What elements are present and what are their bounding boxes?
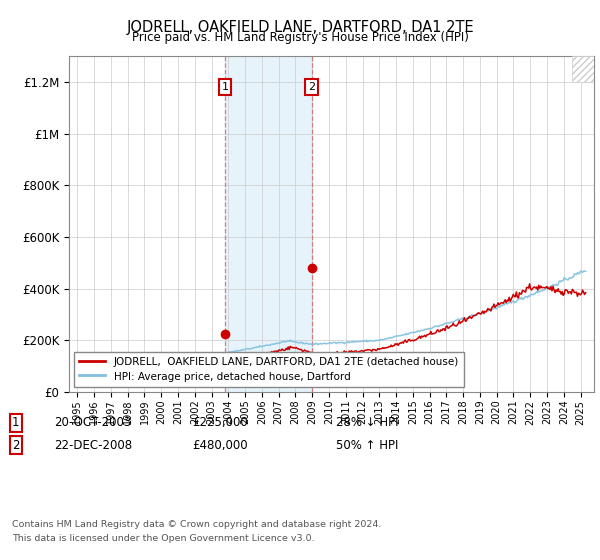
Text: 2: 2 <box>12 438 19 452</box>
Text: 20-OCT-2003: 20-OCT-2003 <box>54 416 131 430</box>
Text: Contains HM Land Registry data © Crown copyright and database right 2024.: Contains HM Land Registry data © Crown c… <box>12 520 382 529</box>
Text: 2: 2 <box>308 82 315 92</box>
Text: 28% ↓ HPI: 28% ↓ HPI <box>336 416 398 430</box>
Text: 50% ↑ HPI: 50% ↑ HPI <box>336 438 398 452</box>
Text: 22-DEC-2008: 22-DEC-2008 <box>54 438 132 452</box>
Text: This data is licensed under the Open Government Licence v3.0.: This data is licensed under the Open Gov… <box>12 534 314 543</box>
Text: JODRELL, OAKFIELD LANE, DARTFORD, DA1 2TE: JODRELL, OAKFIELD LANE, DARTFORD, DA1 2T… <box>126 20 474 35</box>
Text: 1: 1 <box>12 416 19 430</box>
Text: 1: 1 <box>221 82 229 92</box>
Text: £225,000: £225,000 <box>192 416 248 430</box>
Bar <box>225 56 312 392</box>
Legend: JODRELL,  OAKFIELD LANE, DARTFORD, DA1 2TE (detached house), HPI: Average price,: JODRELL, OAKFIELD LANE, DARTFORD, DA1 2T… <box>74 352 464 387</box>
Text: Price paid vs. HM Land Registry's House Price Index (HPI): Price paid vs. HM Land Registry's House … <box>131 31 469 44</box>
Text: £480,000: £480,000 <box>192 438 248 452</box>
